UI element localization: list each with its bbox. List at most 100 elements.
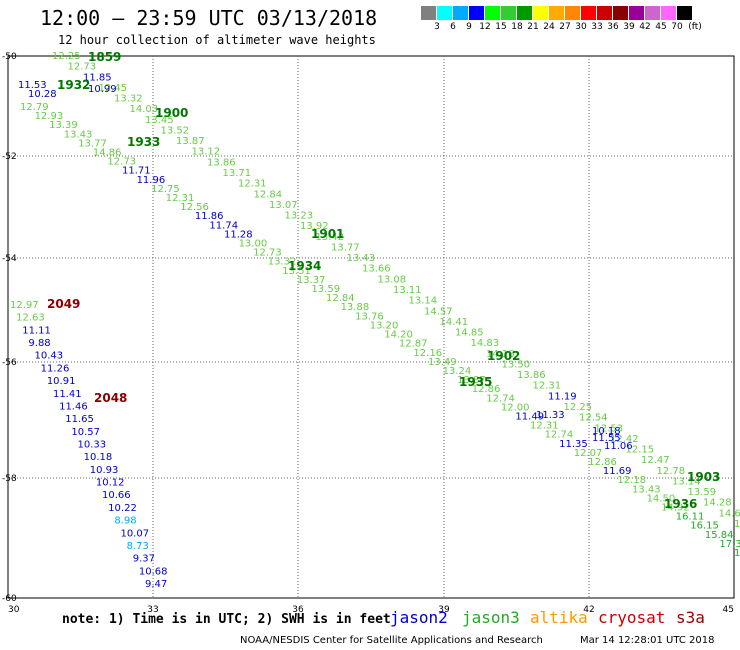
track-c-value: 10.12: [96, 478, 125, 489]
y-tick-label: -58: [2, 474, 17, 484]
track-a-value: 12.45: [99, 83, 128, 94]
track-c-value: 10.33: [78, 440, 107, 451]
track-b-value: 12.16: [413, 348, 442, 359]
legend-swatch: [613, 6, 628, 20]
track-b-value: 13.88: [341, 302, 370, 313]
track-a-value: 14.83: [471, 338, 500, 349]
legend-swatch: [453, 6, 468, 20]
legend-swatch: [469, 6, 484, 20]
track-a-value: 13.71: [223, 168, 252, 179]
track-d-value: 11.55: [592, 433, 621, 444]
track-a-value: 13.12: [192, 147, 221, 158]
track-a-value: 14.03: [130, 104, 159, 115]
track-c-value: 11.46: [59, 401, 88, 412]
color-scale-legend: [421, 6, 693, 20]
time-label: 2049: [47, 297, 80, 311]
legend-label: 24: [543, 22, 555, 32]
legend-swatch: [661, 6, 676, 20]
track-b-value: 12.79: [20, 102, 49, 113]
track-c-value: 10.22: [108, 503, 137, 514]
track-b-value: 12.74: [545, 430, 574, 441]
track-b-value: 12.93: [35, 111, 64, 122]
track-c-value: 11.26: [41, 363, 70, 374]
time-label: 1934: [288, 259, 321, 273]
track-a-value: 12.78: [657, 466, 686, 477]
legend-swatch: [645, 6, 660, 20]
track-b-value: 12.73: [253, 248, 282, 259]
legend-swatch: [533, 6, 548, 20]
track-b-value: 11.74: [209, 220, 238, 231]
x-tick-label: 33: [147, 605, 158, 615]
track-a-value: 13.32: [114, 94, 143, 105]
track-b-value: 11.86: [195, 211, 224, 222]
track-d-value: 11.33: [536, 410, 565, 421]
track-b-value: 13.20: [370, 320, 399, 331]
legend-label: 36: [607, 22, 619, 32]
track-b-value: 13.87: [457, 375, 486, 386]
track-a-value: 13.52: [161, 125, 190, 136]
track-b-value: 13.43: [632, 484, 661, 495]
track-a-value: 12.53: [595, 423, 624, 434]
legend-swatch: [629, 6, 644, 20]
track-c-value: 12.97: [10, 300, 39, 311]
track-c-value: 8.98: [114, 516, 136, 527]
track-a-value: 13.86: [207, 157, 236, 168]
track-b-value: 13.39: [49, 120, 78, 131]
time-label: 1902: [487, 349, 520, 363]
track-c-value: 9.88: [28, 338, 50, 349]
track-a-value: 13.45: [145, 115, 174, 126]
x-tick-label: 45: [723, 605, 734, 615]
track-b-value: 12.31: [530, 421, 559, 432]
legend-label: 45: [655, 22, 667, 32]
track-b-value: 12.75: [151, 184, 180, 195]
legend-swatch: [597, 6, 612, 20]
track-a-value: 13.77: [331, 242, 360, 253]
legend-label: 6: [450, 22, 456, 32]
satellite-label-altika: altika: [530, 608, 588, 627]
track-b-value: 12.07: [574, 448, 603, 459]
track-b-value: 11.96: [137, 175, 166, 186]
track-b-value: 13.59: [311, 284, 340, 295]
track-c-value: 10.93: [90, 465, 119, 476]
track-c-value: 11.41: [53, 389, 82, 400]
track-b-value: 16.9: [734, 548, 740, 559]
track-b-value: 12.84: [326, 293, 355, 304]
legend-label: 30: [575, 22, 587, 32]
track-b-value: 13.32: [268, 257, 297, 268]
legend-swatch: [421, 6, 436, 20]
legend-swatch: [581, 6, 596, 20]
track-a-value: 14.69: [719, 508, 740, 519]
legend-swatch: [517, 6, 532, 20]
map-frame: [7, 55, 735, 599]
track-a-value: 13.14: [672, 476, 701, 487]
legend-label: 42: [639, 22, 651, 32]
y-tick-label: -52: [2, 152, 17, 162]
y-tick-label: -60: [2, 594, 17, 604]
track-b-value: 12.73: [107, 157, 136, 168]
time-label: 1903: [687, 470, 720, 484]
legend-label: 12: [479, 22, 491, 32]
y-tick-label: -56: [2, 358, 17, 368]
legend-label: (ft): [688, 22, 702, 32]
track-d-value: 11.53: [18, 80, 47, 91]
track-c-value: 10.18: [84, 452, 113, 463]
track-c-value: 11.11: [22, 325, 51, 336]
track-c-value: 8.73: [127, 541, 149, 552]
track-a-value: 13.43: [347, 253, 376, 264]
track-b-value: 12.56: [180, 202, 209, 213]
track-b-value: 13.49: [428, 357, 457, 368]
track-b-value: 11.28: [224, 229, 253, 240]
track-a-value: 11.19: [548, 391, 577, 402]
track-b-value: 15.84: [705, 530, 734, 541]
track-a-value: 14.41: [440, 317, 469, 328]
time-label: 1933: [127, 135, 160, 149]
track-b-value: 16.11: [676, 512, 705, 523]
legend-label: 70: [671, 22, 683, 32]
track-c-value: 10.43: [35, 351, 64, 362]
track-a-value: 13.66: [362, 264, 391, 275]
track-a-value: 13.50: [502, 359, 531, 370]
legend-label: 9: [466, 22, 472, 32]
page-subtitle: 12 hour collection of altimeter wave hei…: [58, 33, 376, 47]
